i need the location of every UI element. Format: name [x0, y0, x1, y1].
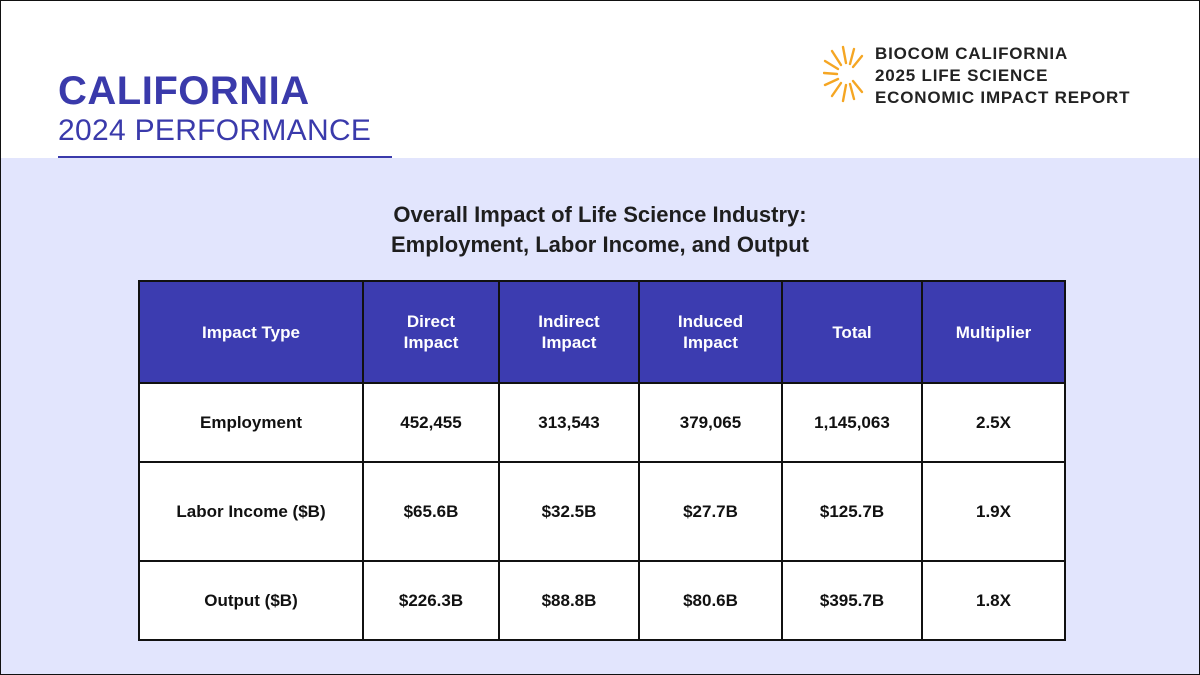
table-cell: 313,543: [498, 382, 640, 463]
table-cell: $65.6B: [362, 461, 500, 562]
impact-table: Impact Type Direct Impact Indirect Impac…: [138, 280, 1066, 641]
table-cell: $32.5B: [498, 461, 640, 562]
column-header: Total: [781, 280, 923, 384]
title-underline: [58, 156, 392, 158]
table-cell: $27.7B: [638, 461, 783, 562]
table-row: Labor Income ($B) $65.6B $32.5B $27.7B $…: [138, 461, 1066, 562]
column-header: Indirect Impact: [498, 280, 640, 384]
report-line-3: ECONOMIC IMPACT REPORT: [875, 88, 1131, 107]
table-cell: $88.8B: [498, 560, 640, 641]
sunburst-icon: [823, 45, 864, 103]
column-header-label: Direct Impact: [403, 312, 459, 352]
row-label: Labor Income ($B): [138, 461, 364, 562]
table-cell: 1.8X: [921, 560, 1066, 641]
table-cell: 452,455: [362, 382, 500, 463]
performance-subtitle: 2024 PERFORMANCE: [58, 114, 372, 147]
table-cell: 1,145,063: [781, 382, 923, 463]
table-cell: 379,065: [638, 382, 783, 463]
table-row: Employment 452,455 313,543 379,065 1,145…: [138, 382, 1066, 463]
table-row: Output ($B) $226.3B $88.8B $80.6B $395.7…: [138, 560, 1066, 641]
row-label: Employment: [138, 382, 364, 463]
table-title-line-1: Overall Impact of Life Science Industry:: [393, 202, 807, 227]
column-header: Impact Type: [138, 280, 364, 384]
table-cell: $226.3B: [362, 560, 500, 641]
state-title: CALIFORNIA: [58, 69, 310, 113]
column-header: Multiplier: [921, 280, 1066, 384]
slide-header: CALIFORNIA 2024 PERFORMANCE BIOCOM CALIF…: [1, 1, 1199, 158]
column-header: Direct Impact: [362, 280, 500, 384]
table-cell: 2.5X: [921, 382, 1066, 463]
table-cell: $80.6B: [638, 560, 783, 641]
report-line-1: BIOCOM CALIFORNIA: [875, 44, 1069, 63]
column-header-label: Indirect Impact: [538, 312, 600, 352]
row-label: Output ($B): [138, 560, 364, 641]
report-line-2: 2025 LIFE SCIENCE: [875, 66, 1049, 85]
table-cell: $395.7B: [781, 560, 923, 641]
column-header: Induced Impact: [638, 280, 783, 384]
column-header-label: Induced Impact: [677, 312, 744, 352]
table-cell: $125.7B: [781, 461, 923, 562]
table-header-row: Impact Type Direct Impact Indirect Impac…: [138, 280, 1066, 384]
table-title-line-2: Employment, Labor Income, and Output: [390, 232, 810, 257]
table-cell: 1.9X: [921, 461, 1066, 562]
report-name: BIOCOM CALIFORNIA 2025 LIFE SCIENCE ECON…: [875, 43, 1130, 109]
